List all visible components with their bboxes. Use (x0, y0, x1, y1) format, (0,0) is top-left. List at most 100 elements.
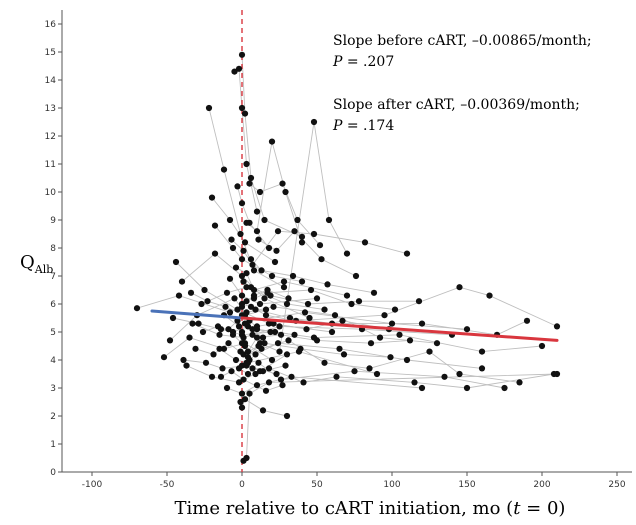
data-point (268, 356, 276, 364)
data-point (198, 300, 205, 308)
data-point (264, 286, 271, 294)
data-point (240, 247, 247, 254)
data-point (268, 138, 276, 145)
data-point (318, 256, 325, 263)
y-tick-label: 4 (50, 356, 56, 366)
data-point (433, 340, 441, 347)
data-point (286, 314, 294, 322)
data-point (274, 228, 282, 235)
data-point (225, 340, 232, 347)
data-point (216, 331, 223, 338)
data-point (247, 284, 255, 291)
data-point (255, 342, 262, 350)
data-point (268, 272, 276, 280)
data-point (258, 267, 265, 274)
data-point (238, 404, 246, 411)
data-point (133, 305, 141, 312)
data-point (259, 368, 267, 375)
data-point (463, 326, 471, 333)
data-point (303, 326, 310, 333)
y-tick-label: 13 (45, 104, 56, 114)
data-point (238, 292, 246, 299)
data-point (267, 328, 274, 336)
p-value-after: = .174 (342, 118, 394, 134)
data-point (291, 228, 298, 235)
annotation-slope-before: Slope before cART, –0.00865/month; (333, 33, 592, 49)
data-point (516, 379, 523, 386)
data-point (282, 188, 289, 196)
data-point (247, 174, 255, 182)
data-point (313, 295, 321, 302)
data-point (291, 331, 298, 338)
data-point (279, 180, 286, 187)
data-point (238, 390, 246, 397)
data-point (343, 250, 351, 257)
data-point (238, 200, 246, 207)
data-point (252, 351, 259, 358)
data-point (367, 340, 375, 347)
y-axis-label-sub: Alb (34, 263, 54, 276)
y-axis-label: QAlb (20, 252, 53, 276)
data-point (310, 118, 318, 126)
data-point (241, 396, 249, 403)
data-point (175, 292, 183, 299)
y-tick-label: 6 (50, 300, 56, 310)
data-point (210, 351, 217, 358)
x-tick-label: 250 (608, 480, 625, 490)
data-point (183, 362, 190, 369)
data-point (243, 219, 250, 226)
data-point (324, 281, 331, 288)
y-tick-label: 7 (50, 272, 56, 282)
data-point (426, 348, 433, 355)
trajectory-line (246, 141, 303, 243)
data-point (387, 354, 394, 361)
data-point (478, 365, 486, 372)
data-point (246, 180, 253, 187)
y-tick-label: 14 (45, 76, 57, 86)
data-point (178, 278, 186, 285)
y-tick-label: 10 (45, 188, 57, 198)
data-point (307, 286, 315, 294)
data-point (160, 354, 168, 361)
data-point (361, 239, 369, 246)
data-point (282, 362, 289, 369)
data-point (253, 323, 261, 330)
data-point (283, 351, 291, 358)
data-point (294, 216, 301, 224)
p-label-before: P (332, 54, 343, 70)
data-point (226, 275, 234, 282)
data-point (229, 244, 237, 252)
data-point (247, 256, 255, 263)
data-point (217, 326, 225, 333)
data-point (418, 384, 426, 392)
trajectory-line (211, 197, 276, 263)
data-point (238, 362, 246, 369)
x-tick-label: 50 (311, 480, 323, 490)
data-point (261, 295, 268, 302)
y-tick-label: 5 (50, 328, 56, 338)
data-point (243, 298, 250, 305)
y-tick-label: 8 (50, 244, 56, 254)
trajectory-line (243, 373, 558, 462)
data-point (262, 306, 270, 313)
data-point (262, 312, 270, 319)
data-point (298, 278, 306, 285)
data-point (241, 239, 249, 246)
data-point (238, 51, 246, 58)
data-point (223, 384, 231, 392)
data-point (297, 345, 304, 352)
data-point (238, 331, 246, 338)
data-point (216, 345, 223, 352)
data-point (456, 284, 463, 291)
trajectory-line (240, 339, 520, 383)
data-point (231, 68, 238, 75)
data-point (523, 317, 531, 324)
data-point (331, 312, 339, 319)
data-point (285, 295, 292, 302)
data-point (240, 376, 247, 383)
data-point (237, 230, 244, 238)
data-point (343, 292, 351, 299)
data-point (222, 303, 229, 310)
y-tick-label: 16 (45, 20, 57, 30)
